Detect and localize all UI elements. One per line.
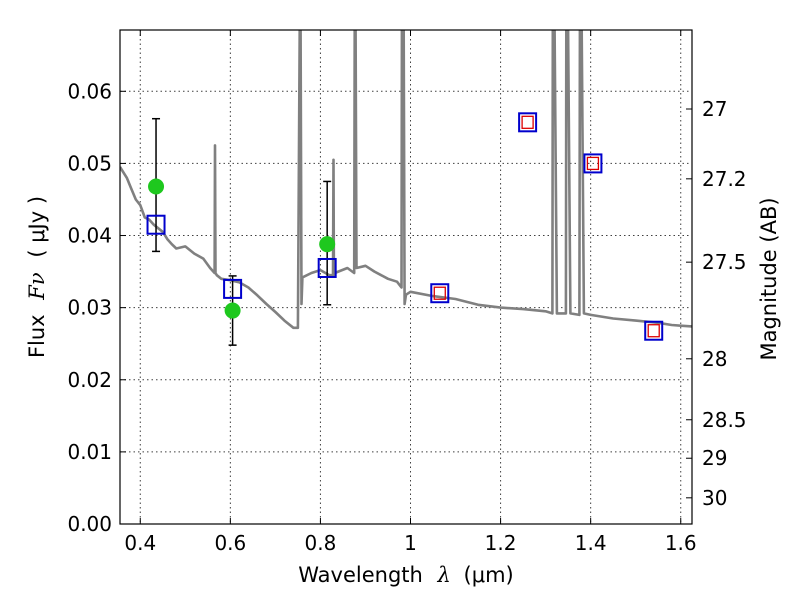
y-tick-label: 0.03: [67, 296, 112, 320]
x-tick-label: 1.2: [485, 531, 517, 555]
y-tick-label: 0.00: [67, 512, 112, 536]
y2-tick-label: 27.2: [702, 167, 747, 191]
y2-axis-ticks: 27 27.2 27.5 28 28.5 29 30: [686, 97, 747, 510]
detection-point: [319, 236, 336, 253]
model-square-layer: [146, 112, 664, 341]
y2-tick-label: 28.5: [702, 408, 747, 432]
x-tick-label: 0.8: [305, 531, 337, 555]
x-tick-label: 1.4: [575, 531, 607, 555]
y-tick-label: 0.01: [67, 440, 112, 464]
x-tick-label: 0.6: [214, 531, 246, 555]
model-photometry-square: [644, 320, 664, 341]
y-axis-ticks: 0.00 0.01 0.02 0.03 0.04 0.05 0.06: [67, 79, 126, 536]
model-photometry-square: [583, 153, 603, 174]
sed-model-line: [120, 30, 692, 330]
y2-tick-label: 27: [702, 97, 727, 121]
plot-frame: [119, 29, 693, 525]
y2-axis-label: Magnitude (AB): [757, 197, 781, 360]
y2-tick-label: 27.5: [702, 250, 747, 274]
model-photometry-square: [223, 278, 243, 299]
y2-tick-label: 28: [702, 347, 727, 371]
y-tick-label: 0.05: [67, 151, 112, 175]
y2-tick-label: 30: [702, 486, 727, 510]
error-bar-layer: [152, 117, 332, 346]
y-tick-label: 0.04: [67, 224, 112, 248]
upper-limit-square: [647, 324, 660, 338]
detection-point: [148, 178, 165, 195]
sed-line-layer: [120, 30, 692, 330]
model-photometry-square: [317, 257, 337, 278]
y-tick-label: 0.02: [67, 368, 112, 392]
model-photometry-square: [518, 112, 538, 133]
upper-limit-square: [521, 115, 534, 129]
model-photometry-square: [430, 283, 450, 304]
detection-point: [224, 302, 241, 319]
model-photometry-square: [146, 214, 166, 235]
x-tick-label: 0.4: [124, 531, 156, 555]
x-axis-label: Wavelength λ (μm): [298, 563, 513, 587]
x-tick-label: 1: [404, 531, 417, 555]
x-axis-ticks: 0.4 0.6 0.8 1 1.2 1.4 1.6: [124, 30, 697, 555]
y-tick-label: 0.06: [67, 79, 112, 103]
data-point-layer: [148, 178, 336, 319]
y2-tick-label: 29: [702, 446, 727, 470]
upper-limit-square: [586, 156, 600, 171]
grid: [120, 30, 692, 525]
y-axis-label: Flux Fν ( μJy ): [25, 196, 49, 358]
x-tick-label: 1.6: [665, 531, 697, 555]
upper-limit-square: [433, 286, 446, 300]
